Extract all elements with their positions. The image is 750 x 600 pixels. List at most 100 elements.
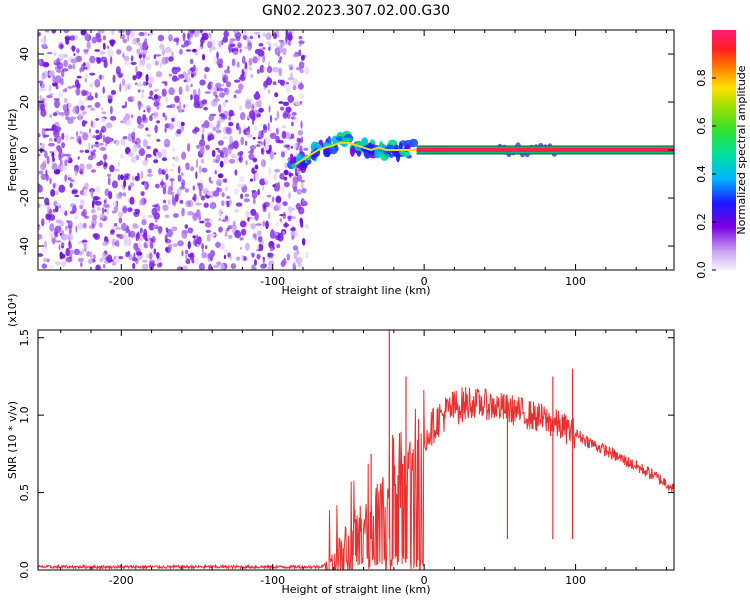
noise-speckle [224, 69, 231, 74]
noise-speckle [142, 259, 148, 263]
noise-speckle [64, 159, 68, 167]
noise-speckle [174, 95, 180, 104]
noise-speckle [288, 171, 292, 178]
noise-speckle [63, 179, 66, 183]
noise-speckle [116, 49, 122, 55]
noise-speckle [208, 219, 214, 223]
noise-speckle [140, 45, 143, 51]
noise-speckle [215, 159, 220, 164]
noise-speckle [153, 94, 159, 100]
noise-speckle [129, 230, 136, 238]
noise-speckle [260, 263, 267, 269]
noise-speckle [232, 140, 239, 150]
noise-speckle [65, 256, 73, 263]
noise-speckle [218, 87, 224, 92]
noise-speckle [115, 227, 122, 230]
noise-speckle [287, 94, 295, 104]
noise-speckle [59, 43, 64, 49]
noise-speckle [95, 56, 99, 63]
noise-speckle [262, 47, 266, 50]
noise-speckle [177, 188, 183, 195]
noise-speckle [268, 212, 271, 220]
noise-speckle [91, 144, 94, 149]
noise-speckle [215, 129, 222, 134]
noise-speckle [55, 203, 61, 207]
noise-speckle [137, 89, 141, 93]
noise-speckle [238, 83, 244, 91]
noise-speckle [69, 35, 76, 41]
noise-speckle [53, 125, 59, 135]
noise-speckle [257, 230, 262, 236]
noise-speckle [267, 265, 274, 270]
noise-speckle [216, 261, 222, 266]
noise-speckle [98, 222, 103, 228]
noise-speckle [46, 155, 50, 165]
noise-speckle [80, 105, 85, 111]
noise-speckle [286, 253, 290, 261]
noise-speckle [223, 30, 229, 38]
noise-speckle [276, 222, 280, 227]
noise-speckle [237, 50, 241, 55]
noise-speckle [279, 173, 285, 180]
noise-speckle [155, 183, 160, 189]
noise-speckle [288, 206, 293, 213]
noise-speckle [217, 64, 223, 69]
noise-speckle [249, 35, 253, 40]
noise-speckle [142, 89, 145, 93]
noise-speckle [197, 46, 204, 50]
noise-speckle [224, 215, 229, 221]
noise-speckle [288, 64, 294, 68]
noise-speckle [260, 123, 264, 126]
noise-speckle [159, 61, 162, 69]
noise-speckle [261, 148, 264, 154]
noise-speckle [53, 149, 57, 152]
noise-speckle [99, 146, 107, 151]
noise-speckle [58, 53, 65, 60]
noise-speckle [130, 55, 134, 62]
noise-speckle [95, 118, 99, 121]
noise-speckle [228, 135, 233, 145]
signal-band-core [416, 148, 674, 152]
noise-speckle [219, 113, 226, 118]
noise-speckle [139, 58, 143, 67]
colorbar-label: Normalized spectral amplitude [735, 65, 748, 234]
noise-speckle [82, 120, 88, 125]
noise-speckle [153, 212, 160, 220]
noise-speckle [120, 120, 125, 124]
noise-speckle [299, 69, 304, 74]
noise-speckle [103, 199, 107, 204]
noise-speckle [112, 201, 117, 207]
noise-speckle [195, 257, 199, 265]
noise-speckle [173, 213, 179, 218]
noise-speckle [221, 39, 224, 46]
noise-speckle [205, 144, 210, 150]
noise-speckle [299, 92, 305, 100]
noise-speckle [272, 81, 277, 86]
noise-speckle [86, 136, 89, 140]
noise-speckle [59, 207, 66, 214]
noise-speckle [127, 84, 130, 90]
noise-speckle [107, 176, 111, 186]
noise-speckle [208, 115, 214, 122]
noise-speckle [232, 30, 239, 34]
noise-speckle [54, 75, 62, 84]
noise-speckle [283, 169, 289, 176]
noise-speckle [204, 91, 211, 94]
noise-speckle [46, 30, 50, 34]
noise-speckle [155, 71, 163, 78]
colorbar-tick-label: 0.4 [695, 165, 708, 183]
noise-speckle [203, 120, 210, 129]
noise-speckle [268, 105, 271, 113]
noise-speckle [162, 204, 169, 211]
noise-speckle [273, 172, 278, 181]
noise-speckle [63, 59, 68, 68]
noise-speckle [271, 196, 275, 203]
noise-speckle [237, 42, 242, 49]
noise-speckle [153, 248, 157, 255]
snr-y-label: SNR (10 * v/v) [6, 401, 19, 479]
noise-speckle [165, 247, 169, 252]
noise-speckle [165, 56, 169, 64]
noise-speckle [205, 245, 208, 250]
noise-speckle [298, 49, 302, 57]
noise-speckle [44, 97, 48, 102]
